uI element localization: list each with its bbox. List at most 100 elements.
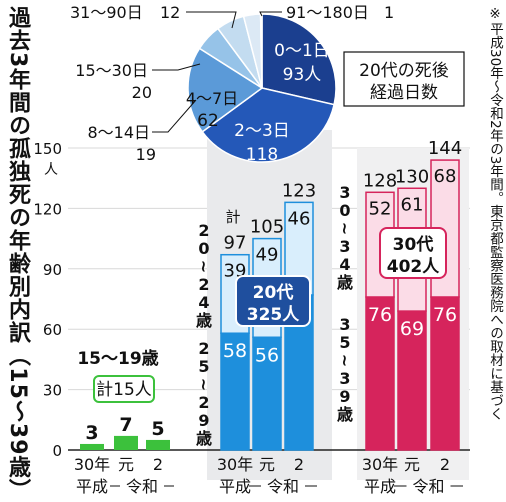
era-label: 平成 (219, 477, 251, 496)
bar-segment (80, 443, 104, 450)
bar-segment (146, 439, 170, 450)
pie-slice (187, 47, 264, 133)
pie-value-2-3: 118 (246, 145, 278, 165)
pie-label-8-14: 8〜14日 (87, 123, 150, 142)
pie-label-4-7: 4〜7日 (186, 89, 238, 108)
era-label: 令和 (267, 477, 299, 496)
bar-total-label: 144 (428, 138, 462, 159)
bar-segment (430, 296, 460, 451)
y-tick-label: 150 (33, 140, 62, 158)
y-tick-label: 30 (43, 382, 62, 400)
age-band-label-25-29-char: 2 (198, 339, 209, 358)
era-label: 平成 (364, 477, 396, 496)
pie-label-2-3: 2〜3日 (234, 121, 290, 141)
age-band-label-20-24-char: ~ (194, 260, 213, 273)
age-band-label-20-24-char: 歳 (196, 311, 212, 330)
x-tick-label: 2 (294, 455, 304, 474)
age-band-label-30-34-char: 4 (339, 255, 350, 274)
x-tick-label: 2 (440, 455, 450, 474)
bar-value-label: 61 (401, 194, 424, 215)
bar-value-label: 76 (368, 304, 392, 326)
age-band-label-30-34-char: 0 (339, 201, 350, 220)
bar-segment (365, 296, 395, 451)
pie-value-0-1: 93人 (283, 65, 322, 85)
bar-total-label: 105 (250, 217, 284, 238)
pie-value-4-7: 62 (197, 111, 219, 131)
age-band-label-30-34-char: 3 (339, 183, 350, 202)
age-band-label-30-34: 30~34歳 (335, 183, 354, 292)
y-tick-label: 90 (43, 261, 62, 279)
group-total-label: 402人 (387, 257, 440, 277)
age-band-label-20-24: 20~24歳 (194, 221, 213, 330)
age-band-label-35-39-char: 3 (339, 315, 350, 334)
group-total-label: 325人 (247, 305, 300, 325)
bar-value-label: 49 (256, 245, 279, 266)
pie-value-8-14: 19 (136, 145, 156, 164)
age-band-label-30-34-char: 3 (339, 237, 350, 256)
bar-value-label: 46 (288, 208, 311, 229)
age-band-label-25-29-char: 9 (198, 411, 209, 430)
bar-total-label: 130 (395, 166, 429, 187)
x-tick-label: 30年 (217, 455, 253, 474)
pie-value-91-180: 1 (384, 3, 394, 22)
source-note: ※平成30年〜令和2年の3年間。東京都監察医務院への取材に基づく (487, 6, 503, 421)
pie-label-91-180: 91〜180日 (286, 3, 369, 22)
age-band-label-25-29-char: ~ (194, 378, 213, 391)
group-name-label: 20代 (253, 282, 294, 303)
era-label: 平成 (76, 477, 108, 496)
bar-total-label: 97 (224, 233, 247, 254)
group-total-box (93, 375, 155, 403)
pie-leader-line (152, 99, 197, 133)
pie-leader-line (186, 11, 237, 29)
group-name-label: 30代 (393, 234, 434, 255)
age-band-label-35-39-char: 歳 (337, 405, 353, 424)
pie-slice (201, 87, 335, 163)
group-total-box (379, 227, 447, 279)
bar-segment (397, 310, 427, 451)
x-tick-label: 元 (259, 455, 275, 474)
x-tick-label: 30年 (362, 455, 398, 474)
bar-total-label: 123 (282, 180, 316, 201)
bar-segment (114, 435, 138, 450)
pie-title-line-2: 経過日数 (370, 83, 438, 103)
age-band-label-25-29-char: 2 (198, 393, 209, 412)
age-band-label-20-24-char: 2 (198, 221, 209, 240)
total-prefix-label: 計 (225, 208, 240, 226)
pie-value-31-90: 12 (160, 3, 180, 22)
age-band-label-20-24-char: 4 (198, 293, 209, 312)
bar-value-label: 52 (369, 198, 392, 219)
age-band-label-35-39-char: ~ (335, 354, 354, 367)
x-tick-label: 元 (404, 455, 420, 474)
age-band-label-20-24-char: 0 (198, 239, 209, 258)
page-title: 過去3年間の孤独死の年齢別内訳（15〜39歳） (5, 6, 30, 502)
age-band-label-30-34-char: 歳 (337, 273, 353, 292)
era-label: 令和 (126, 477, 158, 496)
bar-value-label: 3 (85, 422, 98, 444)
age-band-label-35-39: 35~39歳 (335, 315, 354, 424)
age-band-label-25-29: 25~29歳 (194, 339, 213, 448)
x-tick-label: 30年 (74, 455, 110, 474)
age-band-label-35-39-char: 9 (339, 387, 350, 406)
age-band-label-25-29-char: 歳 (196, 429, 212, 448)
group-total-label: 計15人 (96, 380, 152, 400)
age-band-label-35-39-char: 5 (339, 333, 350, 352)
pie-title-box (343, 51, 465, 107)
y-tick-label: 0 (52, 442, 62, 460)
age-band-label-35-39-char: 3 (339, 369, 350, 388)
bar-value-label: 56 (255, 344, 279, 366)
y-axis-unit: 人 (44, 162, 58, 178)
y-tick-label: 120 (33, 200, 62, 218)
age-band-label-20-24-char: 2 (198, 275, 209, 294)
group-label-15-19: 15〜19歳 (77, 348, 158, 369)
bar-value-label: 7 (119, 414, 132, 436)
bar-total-label: 128 (363, 170, 397, 191)
bar-value-label: 58 (223, 340, 247, 362)
pie-leader-line (259, 11, 282, 17)
bar-segment (252, 336, 282, 451)
pie-label-31-90: 31〜90日 (70, 3, 143, 22)
bar-value-label: 69 (400, 318, 424, 340)
bar-value-label: 5 (151, 418, 164, 440)
pie-value-15-30: 20 (132, 83, 152, 102)
age-band-label-30-34-char: ~ (335, 222, 354, 235)
